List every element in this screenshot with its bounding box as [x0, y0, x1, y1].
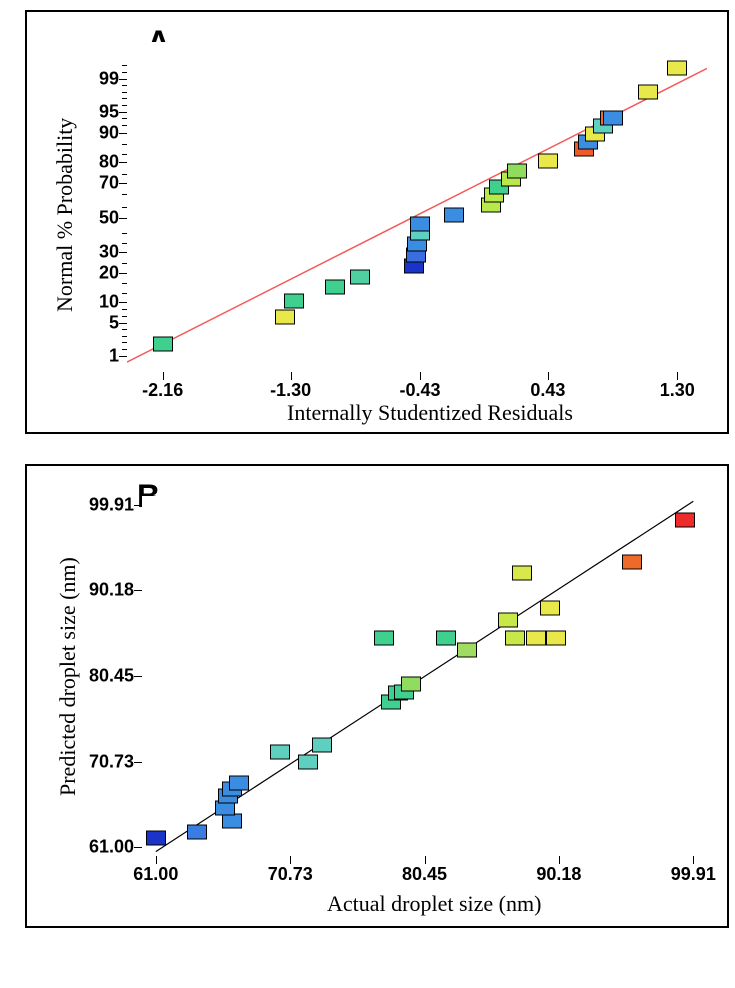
chart-b-data-point	[229, 775, 249, 790]
chart-b-data-point	[298, 754, 318, 769]
chart-a-data-point	[538, 153, 558, 168]
chart-a-data-point	[638, 84, 658, 99]
chart-b-x-tick-label: 61.00	[133, 864, 178, 885]
chart-a-data-point	[410, 216, 430, 231]
chart-b-y-tick-label: 90.18	[89, 580, 134, 601]
chart-b-plot-area: 61.0070.7380.4590.1899.9161.0070.7380.45…	[142, 496, 707, 856]
chart-b-data-point	[675, 512, 695, 527]
chart-a-data-point	[444, 208, 464, 223]
chart-b-x-tick-label: 99.91	[671, 864, 716, 885]
chart-b-data-point	[546, 630, 566, 645]
chart-a-y-tick-label: 30	[99, 242, 119, 263]
chart-b-data-point	[401, 677, 421, 692]
chart-a-y-tick-label: 95	[99, 101, 119, 122]
chart-b-data-point	[436, 630, 456, 645]
chart-a-data-point	[667, 61, 687, 76]
chart-a-x-tick-label: -2.16	[142, 380, 183, 401]
chart-a-data-point	[153, 336, 173, 351]
chart-a-x-tick-label: -1.30	[270, 380, 311, 401]
chart-a-x-tick-label: 0.43	[530, 380, 565, 401]
chart-b-x-tick-label: 70.73	[268, 864, 313, 885]
chart-b-data-point	[622, 555, 642, 570]
chart-b-data-point	[457, 643, 477, 658]
chart-a-data-point	[507, 163, 527, 178]
chart-a-data-point	[275, 309, 295, 324]
chart-a-y-tick-label: 5	[109, 313, 119, 334]
chart-a-y-tick-label: 80	[99, 152, 119, 173]
chart-b-data-point	[512, 565, 532, 580]
chart-b-data-point	[498, 613, 518, 628]
chart-a-y-tick-label: 20	[99, 263, 119, 284]
chart-a-data-point	[284, 294, 304, 309]
chart-a-data-point	[350, 269, 370, 284]
chart-b-data-point	[374, 630, 394, 645]
chart-a-y-tick-label: 99	[99, 68, 119, 89]
chart-b-panel: B 61.0070.7380.4590.1899.9161.0070.7380.…	[25, 464, 729, 928]
chart-b-y-tick-label: 61.00	[89, 837, 134, 858]
chart-a-y-tick-label: 90	[99, 123, 119, 144]
chart-a-x-tick-label: 1.30	[660, 380, 695, 401]
chart-a-y-tick-label: 10	[99, 292, 119, 313]
chart-b-data-point	[540, 600, 560, 615]
chart-a-x-axis-label: Internally Studentized Residuals	[287, 400, 573, 426]
chart-b-y-tick-label: 99.91	[89, 494, 134, 515]
chart-a-y-tick-label: 70	[99, 172, 119, 193]
chart-a-data-point	[325, 280, 345, 295]
chart-b-data-point	[526, 630, 546, 645]
chart-b-y-tick-label: 80.45	[89, 666, 134, 687]
chart-a-panel: A -2.16-1.30-0.430.431.30151020305070809…	[25, 10, 729, 434]
chart-b-y-axis-label: Predicted droplet size (nm)	[55, 557, 81, 796]
chart-a-plot-area: -2.16-1.30-0.430.431.3015102030507080909…	[127, 42, 707, 372]
chart-a-y-tick-label: 50	[99, 207, 119, 228]
chart-a-trend-line	[127, 42, 707, 372]
chart-b-x-tick-label: 80.45	[402, 864, 447, 885]
chart-b-data-point	[312, 738, 332, 753]
chart-b-data-point	[505, 630, 525, 645]
chart-a-y-tick-label: 1	[109, 346, 119, 367]
chart-b-data-point	[270, 745, 290, 760]
chart-b-data-point	[222, 813, 242, 828]
chart-a-y-axis-label: Normal % Probability	[52, 118, 78, 312]
chart-a-x-tick-label: -0.43	[399, 380, 440, 401]
chart-b-y-tick-label: 70.73	[89, 751, 134, 772]
chart-b-data-point	[146, 831, 166, 846]
chart-b-x-axis-label: Actual droplet size (nm)	[327, 891, 541, 917]
chart-b-data-point	[187, 825, 207, 840]
chart-a-data-point	[603, 110, 623, 125]
chart-b-x-tick-label: 90.18	[536, 864, 581, 885]
